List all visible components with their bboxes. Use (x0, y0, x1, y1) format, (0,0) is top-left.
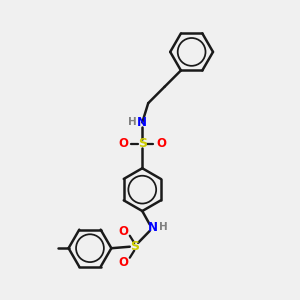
Text: S: S (138, 137, 147, 150)
Text: S: S (130, 240, 139, 253)
Text: O: O (118, 137, 128, 150)
Text: O: O (118, 225, 128, 238)
Text: H: H (128, 118, 137, 128)
Text: N: N (148, 221, 158, 234)
Text: H: H (159, 222, 167, 233)
Text: O: O (118, 256, 128, 269)
Text: N: N (137, 116, 147, 129)
Text: O: O (156, 137, 166, 150)
